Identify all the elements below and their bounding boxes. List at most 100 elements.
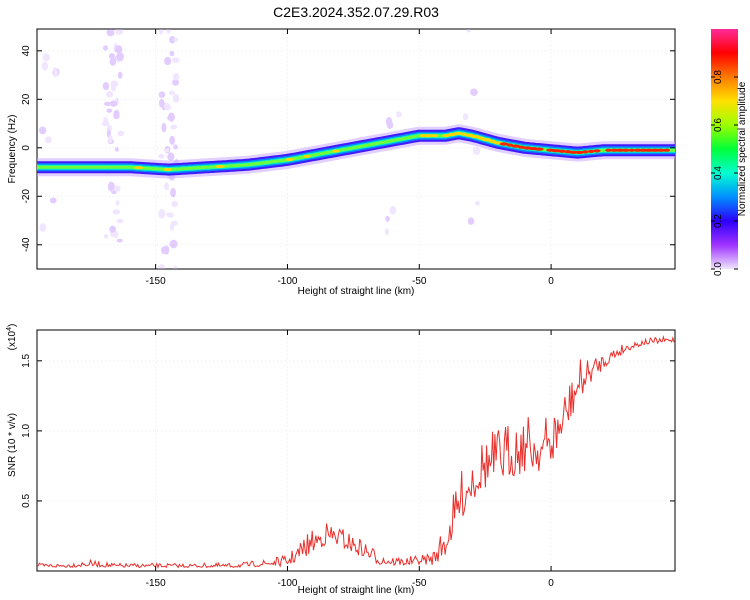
spectrogram-speckle: [113, 185, 121, 192]
spectrogram-y-tick-label: -40: [21, 237, 32, 252]
spectrogram-peak: [534, 147, 544, 151]
spectrogram-x-label: Height of straight line (km): [298, 286, 415, 297]
spectrogram-speckle: [172, 73, 180, 81]
colorbar: 0.0 0.2 0.4 0.6 0.8 Normalized spectral ampl…: [711, 29, 748, 276]
spectrogram-speckle: [49, 197, 57, 204]
spectrogram-speckle: [169, 50, 175, 57]
spectrogram-speckle: [164, 104, 172, 111]
spectrogram-speckle: [103, 234, 109, 239]
snr-x-tick-label: -150: [146, 578, 166, 589]
spectrogram-speckle: [106, 29, 115, 37]
spectrogram-speckle: [158, 208, 166, 219]
spectrogram-speckle: [386, 121, 394, 129]
spectrogram-peak: [303, 154, 311, 158]
spectrogram-speckle: [163, 245, 170, 255]
spectrogram-speckle: [167, 212, 174, 218]
spectrogram-peak: [575, 150, 584, 155]
spectrogram-speckle: [39, 223, 47, 232]
spectrogram-peak: [511, 144, 521, 148]
spectrogram-speckle: [164, 148, 170, 153]
spectrogram-peak: [424, 134, 434, 138]
spectrogram-speckle: [161, 246, 167, 255]
spectrogram-peak: [134, 166, 144, 170]
spectrogram-y-tick-label: -20: [21, 189, 32, 204]
spectrogram-peak: [499, 142, 509, 146]
spectrogram-speckle: [114, 97, 119, 106]
spectrogram-peak: [616, 148, 625, 152]
spectrogram-speckle: [396, 111, 402, 118]
spectrogram-speckle: [158, 91, 166, 98]
snr-x-tick-label: -100: [277, 578, 297, 589]
spectrogram-speckle: [52, 67, 57, 73]
spectrogram-speckle: [44, 136, 52, 144]
spectrogram-speckle: [158, 264, 166, 269]
spectrogram-x-tick-label: -150: [146, 276, 166, 287]
spectrogram-speckle: [472, 146, 481, 155]
colorbar-tick-label: 0.2: [713, 214, 724, 228]
spectrogram-speckle: [158, 29, 164, 35]
spectrogram-content: [37, 29, 675, 269]
spectrogram-speckle: [173, 37, 179, 43]
spectrogram-speckle: [106, 125, 113, 132]
spectrogram-peak: [656, 148, 666, 152]
spectrogram-speckle: [173, 265, 178, 269]
snr-y-tick-label: 1.5: [21, 353, 32, 367]
spectrogram-peak: [163, 167, 173, 172]
spectrogram-peak: [453, 131, 463, 136]
spectrogram-speckle: [53, 70, 59, 78]
spectrogram-speckle: [385, 116, 393, 127]
snr-x-tick-label: -50: [412, 578, 427, 589]
snr-frame: [36, 329, 676, 572]
spectrogram-speckle: [108, 53, 116, 60]
spectrogram-speckle: [171, 79, 180, 86]
spectrogram-speckle: [116, 52, 124, 62]
spectrogram-panel: -150 -100 -50 0 -40 -20 0 20 40 Height of strai…: [7, 28, 676, 297]
spectrogram-speckle: [107, 185, 116, 192]
colorbar-tick-label: 0.8: [713, 70, 724, 84]
spectrogram-speckle: [110, 185, 118, 195]
spectrogram-speckle: [114, 45, 123, 54]
snr-y-multiplier: (x104): [6, 324, 18, 351]
spectrogram-peak: [663, 148, 671, 152]
spectrogram-y-tick-label: 20: [21, 93, 32, 105]
spectrogram-speckle: [105, 91, 114, 98]
spectrogram-speckle: [114, 55, 120, 62]
spectrogram-speckle: [116, 218, 124, 224]
spectrogram-speckle: [42, 53, 51, 62]
spectrogram-speckle: [112, 209, 121, 215]
spectrogram-speckle: [166, 29, 171, 34]
spectrogram-speckle: [172, 93, 180, 103]
spectrogram-speckle: [169, 36, 176, 44]
spectrogram-speckle: [117, 130, 125, 137]
snr-y-axis: 0.5 1.0 1.5: [21, 353, 675, 508]
spectrogram-y-label: Frequency (Hz): [7, 115, 18, 184]
spectrogram-speckle: [169, 37, 177, 43]
spectrogram-peak: [610, 148, 619, 152]
spectrogram-x-tick-label: 0: [548, 276, 554, 287]
snr-x-tick-label: 0: [548, 578, 554, 589]
spectrogram-peak: [593, 149, 601, 153]
spectrogram-speckle: [102, 45, 109, 51]
spectrogram-speckle: [158, 265, 164, 269]
spectrogram-peak: [582, 150, 589, 154]
colorbar-gradient: [711, 29, 738, 269]
snr-y-label: SNR (10 * v/v): [7, 413, 18, 477]
spectrogram-speckle: [102, 81, 110, 91]
spectrogram-speckle: [462, 113, 469, 121]
spectrogram-speckle: [107, 134, 113, 144]
spectrogram-peak: [215, 164, 225, 169]
snr-panel: -150 -100 -50 0 0.5 1.0 1.5 Height of straigh…: [6, 324, 676, 596]
spectrogram-speckle: [112, 230, 119, 239]
spectrogram-speckle: [170, 187, 176, 198]
spectrogram-speckle: [53, 70, 59, 78]
spectrogram-speckle: [166, 212, 171, 217]
spectrogram-speckle: [116, 238, 123, 243]
spectrogram-peak: [605, 148, 612, 152]
spectrogram-peak: [628, 148, 635, 152]
spectrogram-speckle: [110, 83, 117, 92]
spectrogram-x-tick-label: -100: [277, 276, 297, 287]
spectrogram-peak: [622, 148, 630, 152]
snr-x-axis: -150 -100 -50 0: [146, 330, 554, 589]
spectrogram-speckle: [115, 29, 124, 36]
